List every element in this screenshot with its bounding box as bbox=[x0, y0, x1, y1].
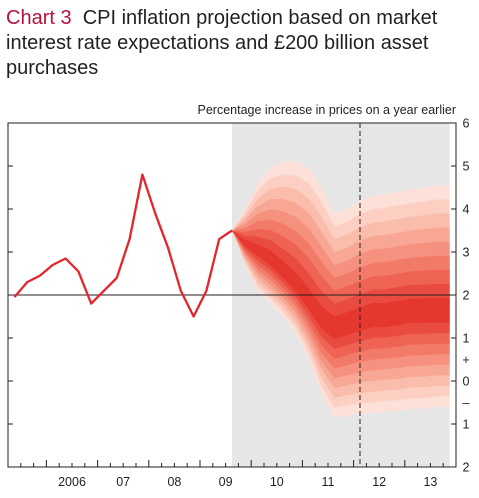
y-tick-label: 3 bbox=[463, 246, 470, 260]
x-tick-label: 07 bbox=[116, 475, 130, 489]
y-tick-label: 4 bbox=[463, 203, 470, 217]
series-line-1 bbox=[13, 173, 233, 318]
y-tick-label: + bbox=[462, 353, 469, 367]
y-tick-label: 2 bbox=[463, 461, 470, 475]
y-tick-label: 1 bbox=[463, 418, 470, 432]
y-tick-label: 2 bbox=[463, 289, 470, 303]
y-tick-label: 5 bbox=[463, 160, 470, 174]
x-tick-label: 2006 bbox=[58, 475, 86, 489]
x-tick-label: 11 bbox=[322, 475, 335, 489]
x-tick-label: 13 bbox=[423, 475, 437, 489]
chart-title-text: CPI inflation projection based on market… bbox=[6, 7, 438, 79]
chart-number: Chart 3 bbox=[6, 7, 72, 29]
x-tick-label: 12 bbox=[372, 475, 386, 489]
y-tick-label: 0 bbox=[463, 375, 470, 389]
x-tick-label: 10 bbox=[270, 475, 284, 489]
y-tick-label: 1 bbox=[463, 332, 470, 346]
x-tick-label: 09 bbox=[219, 475, 233, 489]
fan-band-9 bbox=[232, 230, 450, 340]
y-tick-label: 6 bbox=[463, 117, 470, 131]
chart-title: Chart 3 CPI inflation projection based o… bbox=[6, 6, 476, 81]
y-axis-label: Percentage increase in prices on a year … bbox=[198, 103, 456, 117]
y-tick-label: – bbox=[463, 396, 470, 410]
x-tick-label: 08 bbox=[167, 475, 181, 489]
